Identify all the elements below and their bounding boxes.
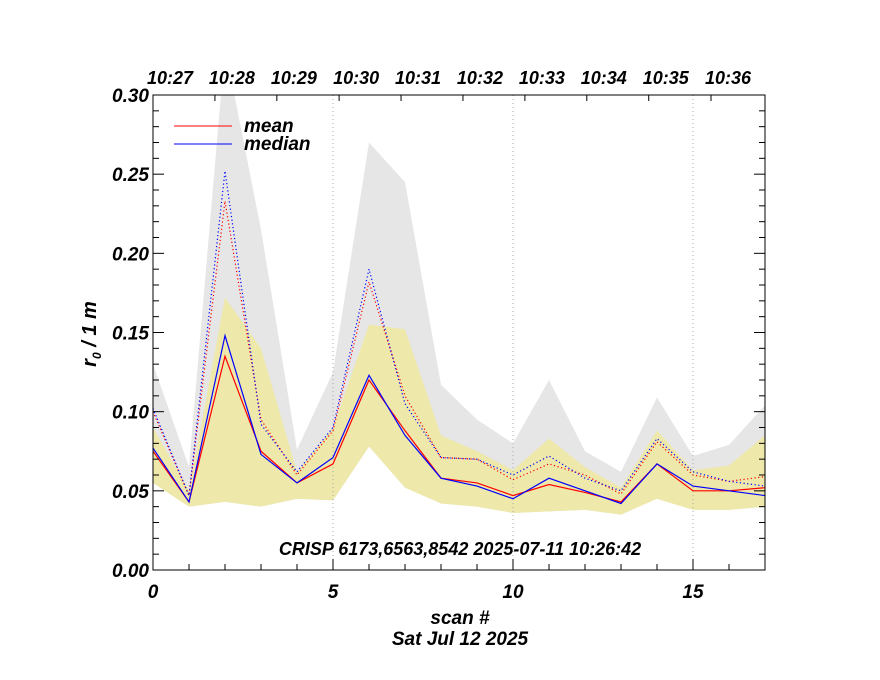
y-axis-label-subscript: 0 (90, 352, 104, 359)
y-tick-label: 0.15 (112, 324, 149, 345)
legend: mean median (174, 116, 311, 155)
top-tick-label: 10:31 (395, 68, 441, 88)
legend-label-mean: mean (244, 116, 294, 137)
y-axis-label: r0 / 1 m (79, 301, 104, 367)
y-axis-label-main: r (79, 358, 101, 367)
y-tick-label: 0.30 (112, 86, 149, 107)
band-1 (153, 297, 765, 515)
spread-bands (153, 95, 765, 515)
y-tick-label: 0.05 (112, 482, 149, 503)
y-tick-label: 0.10 (112, 403, 149, 424)
y-tick-label: 0.20 (112, 244, 149, 265)
top-tick-label: 10:27 (147, 68, 194, 88)
top-tick-label: 10:32 (457, 68, 503, 88)
x-tick-label: 15 (682, 582, 704, 603)
y-tick-label: 0.25 (112, 165, 149, 186)
y-tick-label: 0.00 (112, 561, 149, 582)
top-tick-label: 10:29 (271, 68, 317, 88)
top-tick-label: 10:36 (705, 68, 752, 88)
x-tick-label: 0 (148, 582, 159, 603)
top-tick-label: 10:35 (643, 68, 690, 88)
series-line-dotted-2 (153, 200, 765, 498)
top-tick-label: 10:33 (519, 68, 565, 88)
series-lines (153, 170, 765, 505)
x-tick-label: 10 (502, 582, 524, 603)
y-axis-label-unit: / 1 m (79, 301, 101, 352)
x-axis-sublabel: Sat Jul 12 2025 (392, 629, 529, 650)
top-tick-label: 10:30 (333, 68, 379, 88)
x-axis-label: scan # (430, 608, 490, 629)
legend-label-median: median (244, 134, 311, 155)
series-line-median (153, 333, 765, 505)
chart-annotation: CRISP 6173,6563,8542 2025-07-11 10:26:42 (279, 539, 641, 559)
top-tick-label: 10:34 (581, 68, 627, 88)
x-tick-label: 5 (328, 582, 339, 603)
axis-ticks (152, 94, 766, 571)
top-tick-label: 10:28 (209, 68, 255, 88)
